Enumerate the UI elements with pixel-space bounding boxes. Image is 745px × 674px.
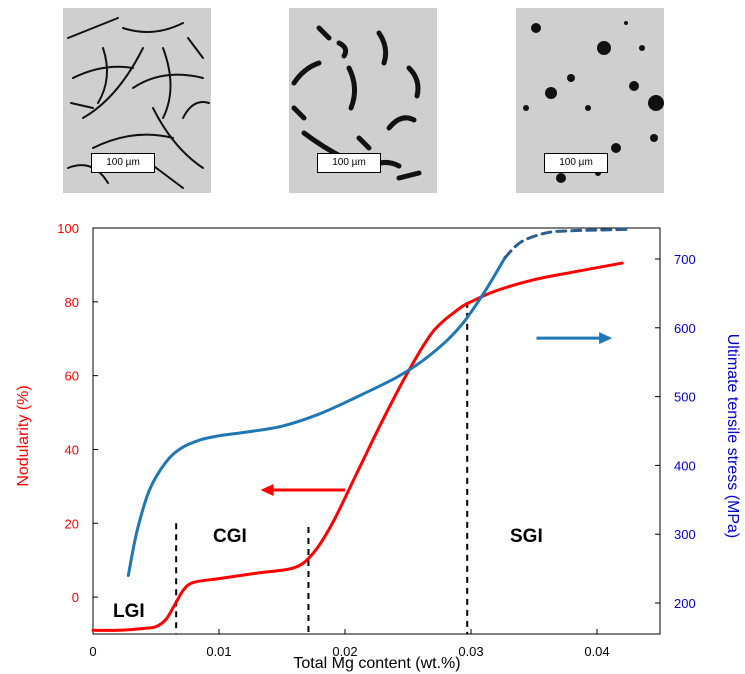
- cgi-scale-bar: 100 µm: [317, 153, 381, 173]
- right-tick-label: 300: [674, 527, 696, 542]
- cgi-compacted-graphite-image: [291, 25, 422, 181]
- right-tick-label: 500: [674, 390, 696, 405]
- x-tick-label: 0.04: [584, 644, 609, 659]
- nodularity-curve: [91, 261, 624, 632]
- x-tick-label: 0.01: [206, 644, 231, 659]
- sgi-spheroidal-graphite-image: [523, 21, 664, 183]
- right-axis-title: Ultimate tensile stress (MPa): [724, 334, 741, 539]
- region-label-cgi: CGI: [213, 526, 247, 547]
- x-tick-label: 0: [89, 644, 96, 659]
- left-arrow-head: [260, 484, 274, 497]
- tensile-stress-extrapolated-curve: [503, 227, 630, 260]
- right-tick-label: 200: [674, 596, 696, 611]
- micrograph-cgi: 100 µm: [289, 8, 437, 193]
- left-tick-label: 100: [57, 221, 79, 236]
- right-tick-label: 600: [674, 321, 696, 336]
- left-tick-label: 80: [65, 295, 79, 310]
- right-arrow-head: [599, 332, 613, 345]
- nodularity-tensile-chart: 0 0.01 0.02 0.03 0.04 0 20 40 60 80 100 200 300 400…: [15, 221, 741, 672]
- left-axis-title: Nodularity (%): [15, 385, 32, 486]
- left-axis-ticks: 0 20 40 60 80 100: [57, 221, 98, 605]
- micrograph-sgi: 100 µm: [516, 8, 664, 193]
- right-axis-ticks: 200 300 400 500 600 700: [655, 252, 696, 611]
- right-tick-label: 700: [674, 252, 696, 267]
- region-boundaries: [175, 301, 469, 634]
- x-axis-title: Total Mg content (wt.%): [293, 655, 460, 672]
- left-tick-label: 20: [65, 516, 79, 531]
- left-tick-label: 0: [72, 590, 79, 605]
- x-tick-label: 0.02: [332, 644, 357, 659]
- x-tick-label: 0.03: [458, 644, 483, 659]
- region-label-sgi: SGI: [510, 526, 543, 547]
- lgi-scale-bar: 100 µm: [91, 153, 155, 173]
- plot-area-frame: [92, 227, 661, 635]
- tensile-stress-curve: [126, 256, 507, 578]
- right-tick-label: 400: [674, 458, 696, 473]
- sgi-scale-bar: 100 µm: [544, 153, 608, 173]
- left-tick-label: 40: [65, 442, 79, 457]
- left-tick-label: 60: [65, 369, 79, 384]
- micrograph-lgi: 100 µm: [63, 8, 211, 193]
- series-group: [91, 227, 630, 632]
- arrow-annotations: [260, 332, 613, 497]
- x-axis-ticks: 0 0.01 0.02 0.03 0.04: [89, 629, 610, 659]
- region-label-lgi: LGI: [113, 601, 145, 622]
